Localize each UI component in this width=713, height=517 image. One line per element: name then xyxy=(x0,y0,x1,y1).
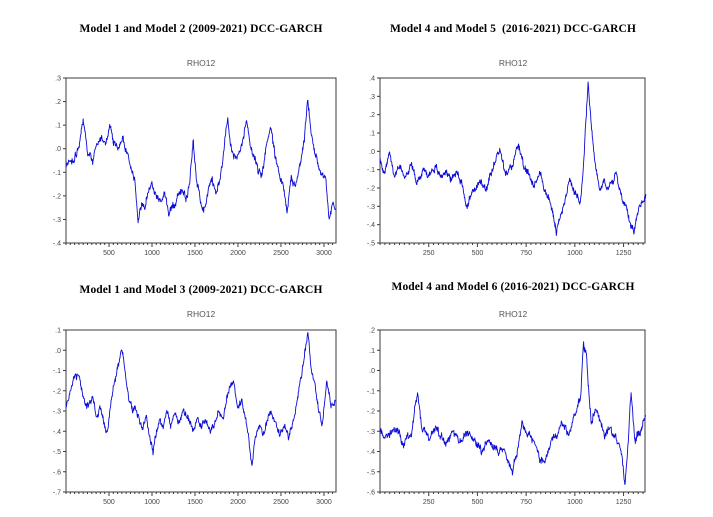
svg-text:-.7: -.7 xyxy=(53,490,61,497)
svg-text:.2: .2 xyxy=(369,112,375,119)
series-label-rho12-top-right: RHO12 xyxy=(498,58,528,68)
svg-text:1500: 1500 xyxy=(187,499,203,506)
svg-text:.0: .0 xyxy=(369,368,375,375)
svg-text:-.2: -.2 xyxy=(53,193,61,200)
svg-text:1000: 1000 xyxy=(144,250,160,257)
svg-text:2000: 2000 xyxy=(230,499,246,506)
svg-text:1500: 1500 xyxy=(187,250,203,257)
svg-text:2000: 2000 xyxy=(230,250,246,257)
series-label-rho12-top-left: RHO12 xyxy=(186,58,216,68)
svg-text:-.3: -.3 xyxy=(53,409,61,416)
svg-text:250: 250 xyxy=(423,250,435,257)
svg-text:2500: 2500 xyxy=(273,250,289,257)
svg-text:-.5: -.5 xyxy=(53,449,61,456)
svg-text:.1: .1 xyxy=(55,328,61,335)
svg-text:.0: .0 xyxy=(55,348,61,355)
svg-text:250: 250 xyxy=(423,499,435,506)
svg-text:.0: .0 xyxy=(369,149,375,156)
svg-text:1250: 1250 xyxy=(616,250,632,257)
svg-text:-.2: -.2 xyxy=(367,409,375,416)
svg-text:-.1: -.1 xyxy=(53,170,61,177)
svg-text:-.5: -.5 xyxy=(367,241,375,248)
series-label-rho12-bottom-left: RHO12 xyxy=(186,309,216,319)
svg-text:2500: 2500 xyxy=(273,499,289,506)
svg-text:.4: .4 xyxy=(369,76,375,83)
svg-text:1000: 1000 xyxy=(567,499,583,506)
svg-text:-.1: -.1 xyxy=(53,368,61,375)
svg-text:-.2: -.2 xyxy=(367,186,375,193)
svg-text:-.4: -.4 xyxy=(367,449,375,456)
svg-text:-.4: -.4 xyxy=(53,241,61,248)
svg-text:-.6: -.6 xyxy=(53,469,61,476)
svg-text:-.5: -.5 xyxy=(367,469,375,476)
chart-title-model-4-6: Model 4 and Model 6 (2016-2021) DCC-GARC… xyxy=(391,281,635,293)
svg-text:.2: .2 xyxy=(55,99,61,106)
svg-text:500: 500 xyxy=(103,499,115,506)
svg-text:.1: .1 xyxy=(369,348,375,355)
svg-text:-.1: -.1 xyxy=(367,388,375,395)
svg-text:3000: 3000 xyxy=(316,250,332,257)
series-label-rho12-bottom-right: RHO12 xyxy=(498,309,528,319)
svg-text:-.4: -.4 xyxy=(367,222,375,229)
svg-text:750: 750 xyxy=(520,250,532,257)
svg-text:1250: 1250 xyxy=(616,499,632,506)
svg-text:.1: .1 xyxy=(369,131,375,138)
svg-text:-.4: -.4 xyxy=(53,429,61,436)
chart-title-model-4-5: Model 4 and Model 5 (2016-2021) DCC-GARC… xyxy=(389,23,637,35)
svg-text:-.3: -.3 xyxy=(367,429,375,436)
svg-text:.2: .2 xyxy=(369,328,375,335)
svg-text:.0: .0 xyxy=(55,146,61,153)
svg-text:.3: .3 xyxy=(55,76,61,83)
svg-text:750: 750 xyxy=(520,499,532,506)
svg-text:-.1: -.1 xyxy=(367,167,375,174)
chart-title-model-1-3: Model 1 and Model 3 (2009-2021) DCC-GARC… xyxy=(79,284,323,296)
svg-text:1000: 1000 xyxy=(567,250,583,257)
chart-title-model-1-2: Model 1 and Model 2 (2009-2021) DCC-GARC… xyxy=(79,23,323,35)
svg-text:.1: .1 xyxy=(55,123,61,130)
svg-text:.3: .3 xyxy=(369,94,375,101)
svg-text:-.3: -.3 xyxy=(53,217,61,224)
svg-text:500: 500 xyxy=(472,499,484,506)
svg-text:500: 500 xyxy=(103,250,115,257)
svg-text:-.6: -.6 xyxy=(367,490,375,497)
svg-text:3000: 3000 xyxy=(316,499,332,506)
svg-text:1000: 1000 xyxy=(144,499,160,506)
svg-text:-.2: -.2 xyxy=(53,388,61,395)
svg-text:500: 500 xyxy=(472,250,484,257)
svg-text:-.3: -.3 xyxy=(367,204,375,211)
